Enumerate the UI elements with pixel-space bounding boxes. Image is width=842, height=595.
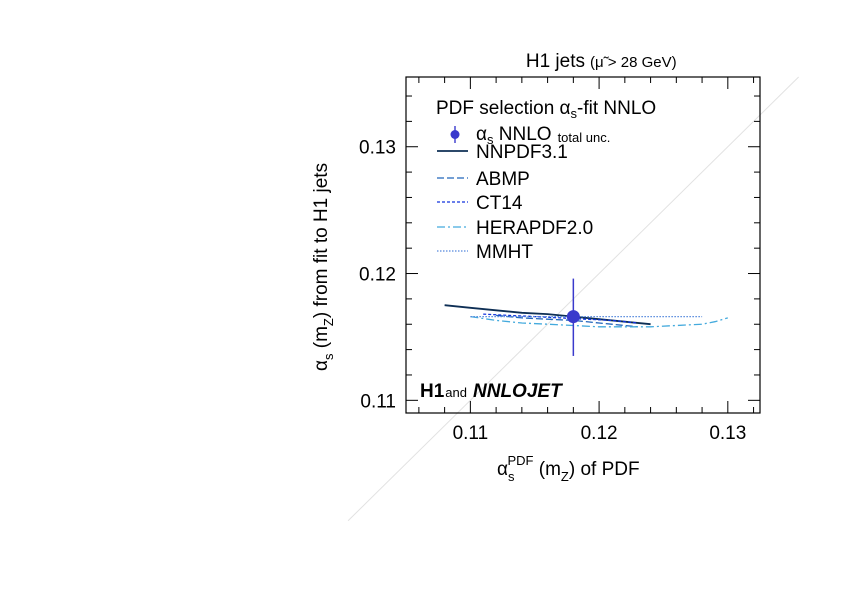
x-tick-label: 0.13 — [709, 423, 746, 444]
legend-fit-entry: αs NNLO total unc. — [450, 124, 610, 147]
axes-layer: 0.11 0.12 0.13 0.11 0.12 0.13 — [359, 76, 761, 444]
y-tick-label: 0.13 — [359, 138, 396, 159]
legend-series-entries: NNPDF3.1 ABMP CT14 HERAPDF2.0 MMHT — [437, 142, 593, 263]
y-axis-label: αs (mZ) from fit to H1 jets — [311, 163, 336, 371]
legend-label-mmht: MMHT — [476, 242, 533, 263]
series-line-ct14 — [483, 313, 638, 324]
series-line-herapdf2-0 — [470, 315, 728, 328]
chart-title: H1 jets — [526, 51, 585, 72]
chart-title-note: (μ̃ > 28 GeV) — [590, 54, 677, 71]
legend-label-ct14: CT14 — [476, 193, 523, 214]
x-axis-label: αsPDF (mZ) of PDF — [497, 453, 640, 484]
legend-label-herapdf2-0: HERAPDF2.0 — [476, 218, 593, 239]
legend-fit-label: αs NNLO total unc. — [476, 124, 610, 147]
legend: PDF selection αs-fit NNLO αs NNLO total u… — [436, 98, 656, 263]
y-tick-label: 0.12 — [359, 265, 396, 286]
y-tick-label: 0.11 — [360, 391, 396, 412]
legend-label-abmp: ABMP — [476, 169, 530, 190]
fit-point-marker — [566, 310, 580, 324]
legend-fit-marker — [450, 130, 460, 139]
series-line-abmp — [496, 314, 638, 328]
fit-point-layer — [566, 278, 580, 356]
legend-header: PDF selection αs-fit NNLO — [436, 98, 656, 121]
x-tick-label: 0.12 — [581, 423, 618, 444]
collaboration-label: H1and NNLOJET — [420, 381, 563, 402]
plot-frame — [405, 76, 761, 414]
x-tick-label: 0.11 — [453, 423, 489, 444]
series-layer — [444, 304, 728, 328]
legend-label-nnpdf3-1: NNPDF3.1 — [476, 142, 568, 163]
series-line-nnpdf3-1 — [444, 304, 651, 326]
